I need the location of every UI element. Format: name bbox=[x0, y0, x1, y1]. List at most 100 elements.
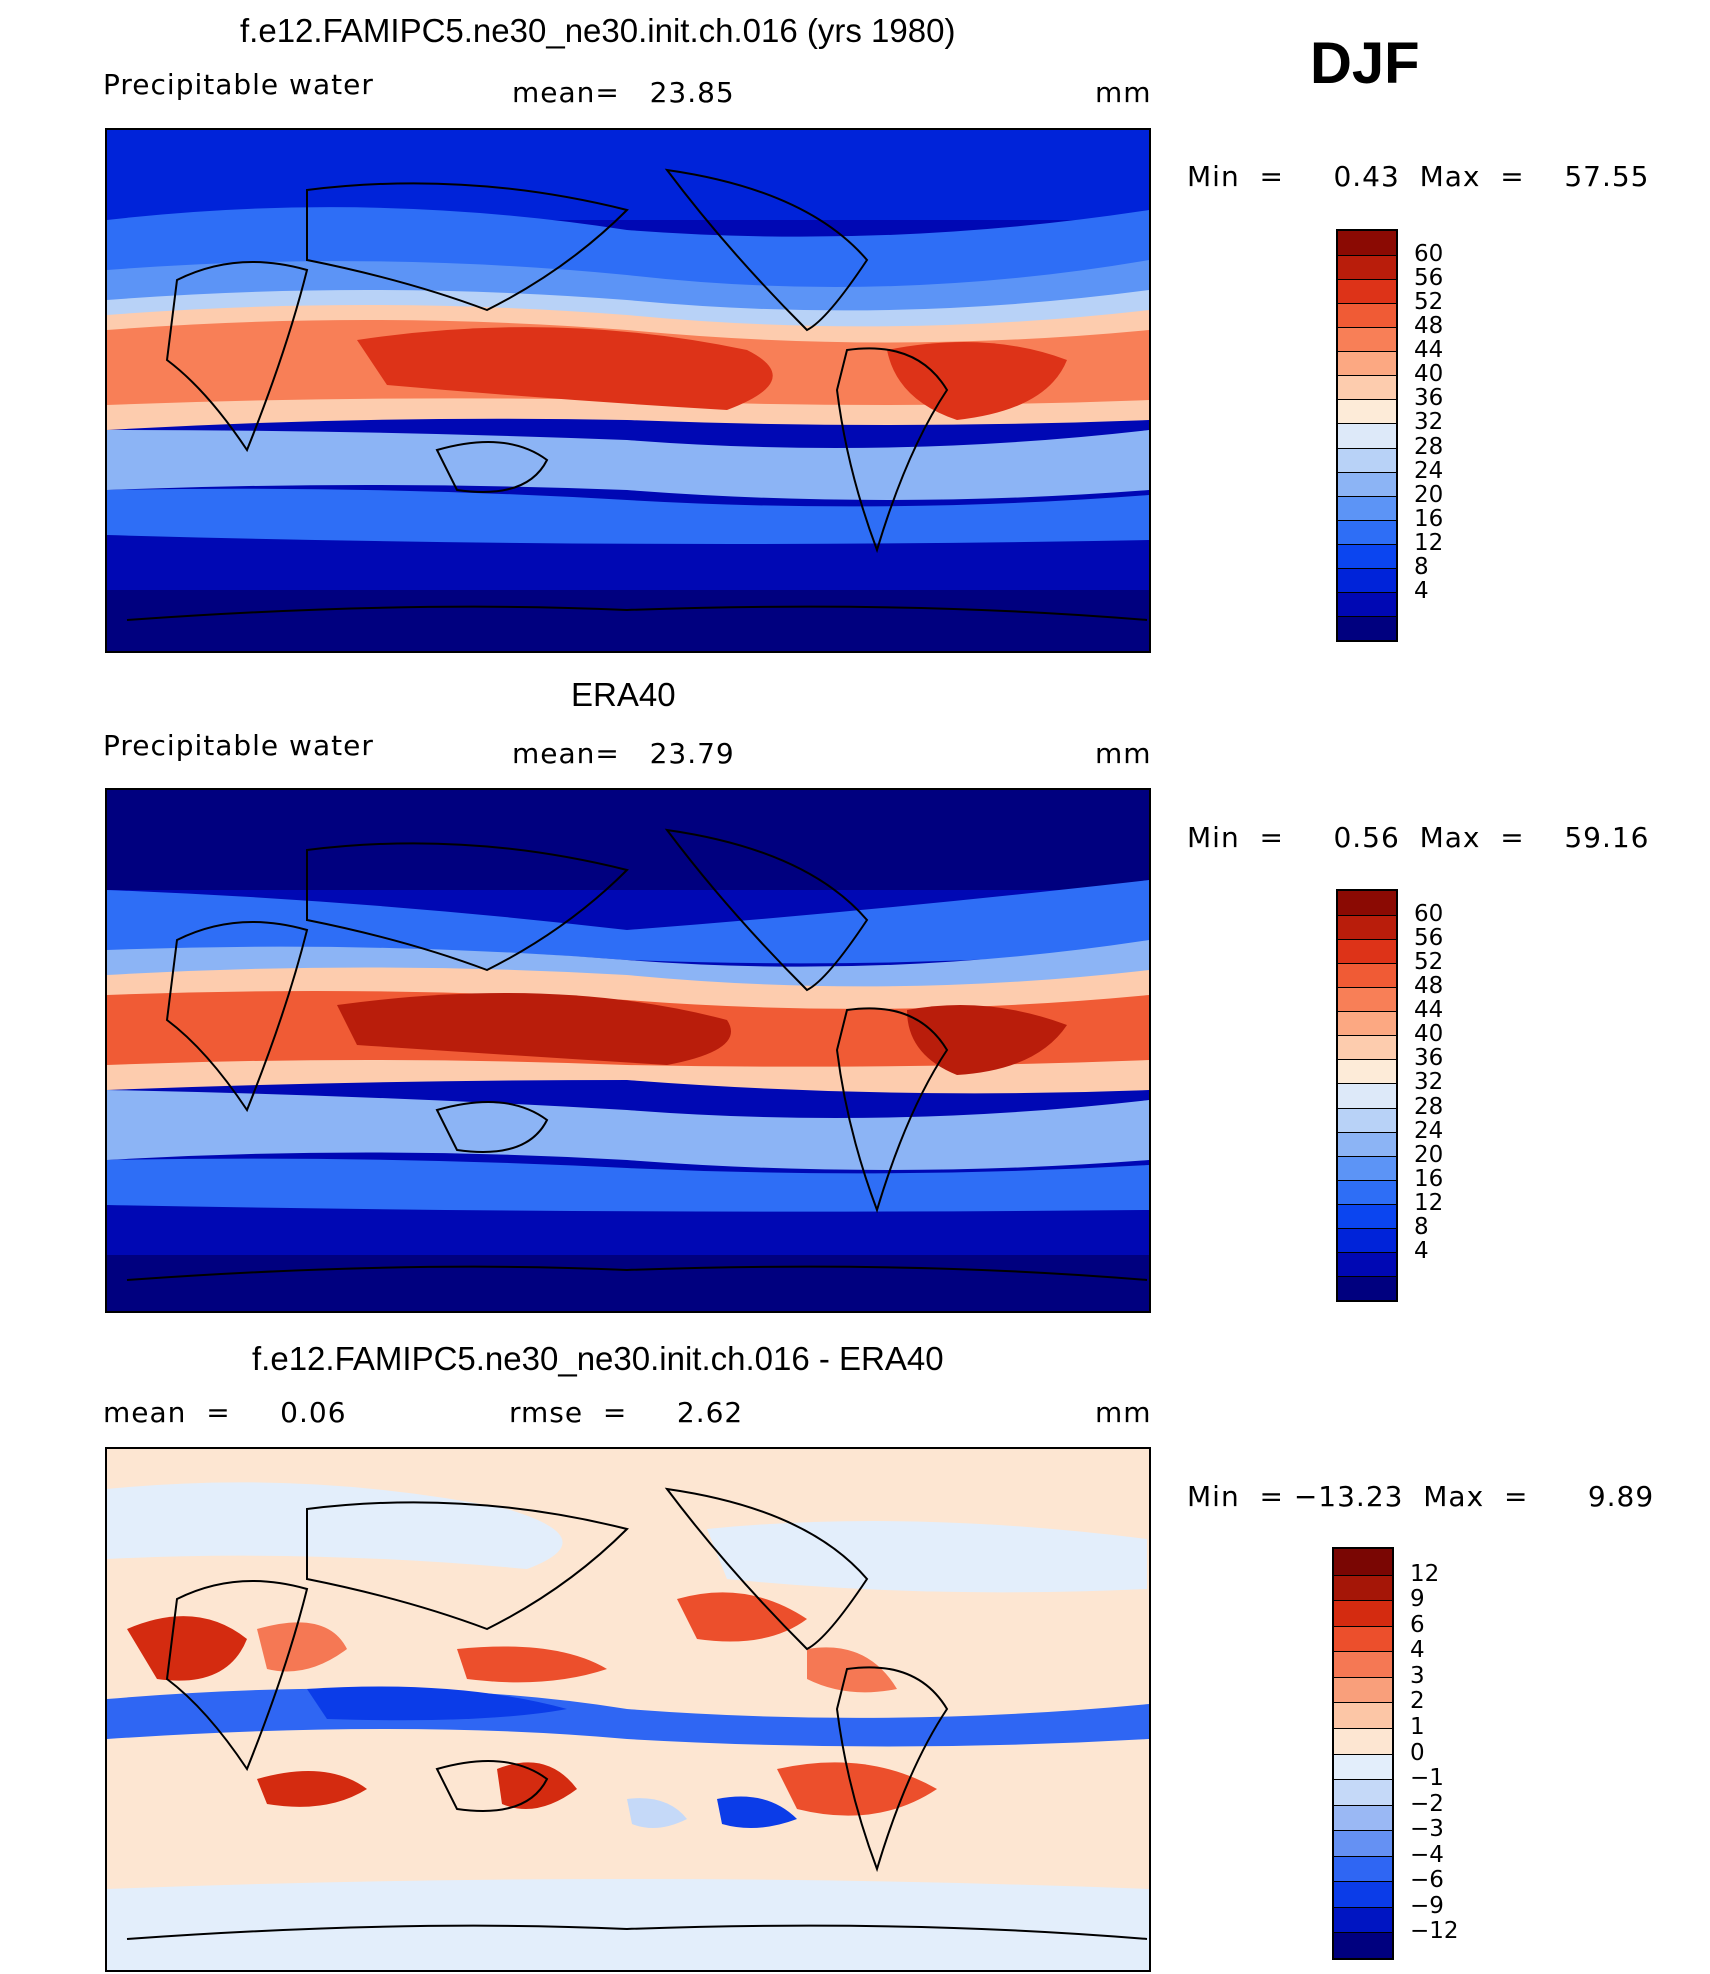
colorbar-swatch bbox=[1338, 1107, 1396, 1132]
panel2-units: mm bbox=[1095, 737, 1152, 770]
panel1-mean-label: mean= 23.85 bbox=[512, 76, 735, 109]
colorbar-tick-label: 20 bbox=[1414, 1141, 1444, 1168]
colorbar-tick-label: 28 bbox=[1414, 433, 1444, 460]
colorbar-swatch bbox=[1334, 1651, 1392, 1677]
colorbar-tick-label: 52 bbox=[1414, 289, 1444, 316]
colorbar-swatch bbox=[1334, 1676, 1392, 1703]
colorbar-tick-label: 36 bbox=[1414, 1045, 1444, 1072]
panel2-variable-label: Precipitable water bbox=[103, 729, 374, 762]
colorbar-swatch bbox=[1338, 255, 1396, 280]
panel3-colorbar bbox=[1332, 1547, 1394, 1960]
colorbar-tick-label: 60 bbox=[1414, 241, 1444, 268]
colorbar-swatch bbox=[1338, 1059, 1396, 1084]
colorbar-tick-label: 56 bbox=[1414, 265, 1444, 292]
colorbar-tick-label: −9 bbox=[1410, 1892, 1444, 1919]
colorbar-swatch bbox=[1338, 1011, 1396, 1036]
colorbar-swatch bbox=[1338, 471, 1396, 496]
colorbar-tick-label: 28 bbox=[1414, 1093, 1444, 1120]
colorbar-tick-label: 20 bbox=[1414, 481, 1444, 508]
colorbar-swatch bbox=[1338, 1035, 1396, 1060]
colorbar-tick-label: 44 bbox=[1414, 337, 1444, 364]
colorbar-swatch bbox=[1334, 1855, 1392, 1882]
colorbar-tick-label: 32 bbox=[1414, 409, 1444, 436]
colorbar-tick-label: −1 bbox=[1410, 1765, 1444, 1792]
colorbar-swatch bbox=[1334, 1600, 1392, 1626]
colorbar-swatch bbox=[1338, 1275, 1396, 1300]
panel2-mean-label: mean= 23.79 bbox=[512, 737, 735, 770]
panel3-units: mm bbox=[1095, 1396, 1152, 1429]
colorbar-swatch bbox=[1334, 1779, 1392, 1805]
colorbar-tick-label: −3 bbox=[1410, 1816, 1444, 1843]
colorbar-swatch bbox=[1338, 351, 1396, 376]
colorbar-tick-label: 9 bbox=[1410, 1586, 1425, 1613]
colorbar-swatch bbox=[1338, 399, 1396, 424]
panel2-map bbox=[105, 788, 1151, 1313]
colorbar-tick-label: 12 bbox=[1414, 1189, 1444, 1216]
colorbar-tick-label: 16 bbox=[1414, 505, 1444, 532]
colorbar-swatch bbox=[1338, 1083, 1396, 1108]
colorbar-tick-label: 44 bbox=[1414, 997, 1444, 1024]
colorbar-swatch bbox=[1334, 1549, 1392, 1575]
colorbar-swatch bbox=[1338, 303, 1396, 328]
colorbar-swatch bbox=[1334, 1727, 1392, 1754]
colorbar-tick-label: 12 bbox=[1410, 1560, 1440, 1587]
panel2-colorbar bbox=[1336, 889, 1398, 1302]
colorbar-swatch bbox=[1338, 987, 1396, 1012]
colorbar-swatch bbox=[1334, 1906, 1392, 1933]
colorbar-swatch bbox=[1334, 1702, 1392, 1728]
colorbar-swatch bbox=[1338, 1131, 1396, 1156]
colorbar-swatch bbox=[1338, 615, 1396, 640]
panel1-contour-field bbox=[107, 130, 1149, 651]
colorbar-tick-label: 48 bbox=[1414, 973, 1444, 1000]
colorbar-tick-label: 12 bbox=[1414, 529, 1444, 556]
colorbar-tick-label: 24 bbox=[1414, 1117, 1444, 1144]
panel1-units: mm bbox=[1095, 76, 1152, 109]
colorbar-swatch bbox=[1334, 1804, 1392, 1831]
colorbar-tick-label: −6 bbox=[1410, 1867, 1444, 1894]
colorbar-tick-label: 60 bbox=[1414, 901, 1444, 928]
panel1-title: f.e12.FAMIPC5.ne30_ne30.init.ch.016 (yrs… bbox=[240, 12, 956, 49]
colorbar-swatch bbox=[1338, 567, 1396, 592]
panel3-minmax: Min = −13.23 Max = 9.89 bbox=[1187, 1480, 1655, 1513]
colorbar-swatch bbox=[1334, 1881, 1392, 1907]
panel3-rmse-label: rmse = 2.62 bbox=[509, 1396, 744, 1429]
colorbar-tick-label: 0 bbox=[1410, 1739, 1425, 1766]
colorbar-tick-label: 6 bbox=[1410, 1611, 1425, 1638]
colorbar-swatch bbox=[1334, 1574, 1392, 1601]
colorbar-tick-label: 4 bbox=[1414, 577, 1429, 604]
colorbar-swatch bbox=[1338, 327, 1396, 352]
panel3-map bbox=[105, 1447, 1151, 1972]
panel2-title: ERA40 bbox=[571, 676, 676, 713]
colorbar-swatch bbox=[1338, 543, 1396, 568]
panel1-map bbox=[105, 128, 1151, 653]
panel1-colorbar bbox=[1336, 229, 1398, 642]
colorbar-swatch bbox=[1338, 447, 1396, 472]
season-label: DJF bbox=[1310, 31, 1420, 96]
colorbar-swatch bbox=[1338, 279, 1396, 304]
colorbar-swatch bbox=[1338, 231, 1396, 256]
colorbar-swatch bbox=[1338, 1155, 1396, 1180]
panel3-title: f.e12.FAMIPC5.ne30_ne30.init.ch.016 - ER… bbox=[252, 1340, 944, 1377]
colorbar-swatch bbox=[1338, 915, 1396, 940]
colorbar-swatch bbox=[1338, 495, 1396, 520]
colorbar-swatch bbox=[1338, 891, 1396, 916]
colorbar-tick-label: 48 bbox=[1414, 313, 1444, 340]
colorbar-swatch bbox=[1338, 423, 1396, 448]
colorbar-tick-label: 32 bbox=[1414, 1069, 1444, 1096]
colorbar-tick-label: 4 bbox=[1414, 1237, 1429, 1264]
colorbar-swatch bbox=[1334, 1753, 1392, 1780]
colorbar-swatch bbox=[1338, 1203, 1396, 1228]
colorbar-tick-label: 40 bbox=[1414, 1021, 1444, 1048]
colorbar-swatch bbox=[1338, 1251, 1396, 1276]
colorbar-swatch bbox=[1338, 591, 1396, 616]
colorbar-swatch bbox=[1338, 375, 1396, 400]
panel3-mean-label: mean = 0.06 bbox=[103, 1396, 347, 1429]
colorbar-tick-label: 52 bbox=[1414, 949, 1444, 976]
colorbar-tick-label: −2 bbox=[1410, 1790, 1444, 1817]
colorbar-swatch bbox=[1334, 1625, 1392, 1652]
panel3-contour-field bbox=[107, 1449, 1149, 1970]
colorbar-tick-label: 4 bbox=[1410, 1637, 1425, 1664]
panel2-contour-field bbox=[107, 790, 1149, 1311]
panel2-minmax: Min = 0.56 Max = 59.16 bbox=[1187, 821, 1650, 854]
colorbar-tick-label: −12 bbox=[1410, 1918, 1459, 1945]
